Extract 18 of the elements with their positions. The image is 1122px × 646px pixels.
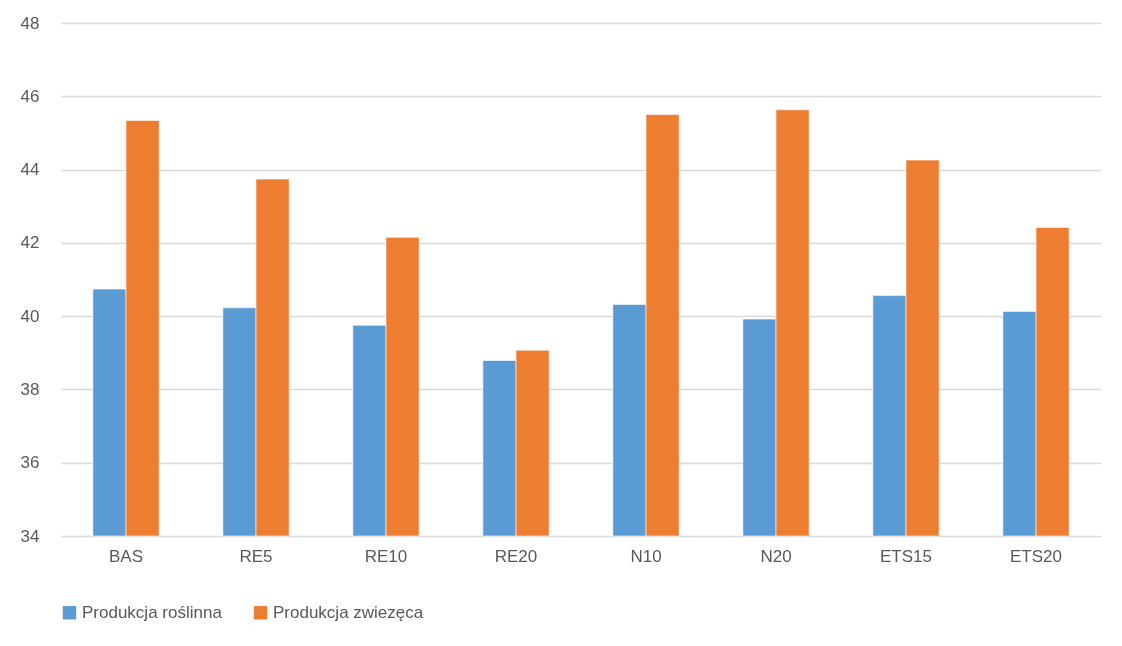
- y-tick-label: 38: [20, 379, 40, 399]
- x-tick-label: RE20: [494, 546, 538, 566]
- legend-label: Produkcja roślinna: [82, 602, 223, 622]
- x-tick-label: N20: [760, 546, 792, 566]
- x-tick-label: ETS15: [880, 546, 932, 566]
- y-tick-label: 42: [20, 233, 40, 253]
- x-tick-label: RE5: [239, 546, 273, 566]
- y-tick-label: 46: [20, 86, 40, 106]
- y-tick-label: 34: [20, 526, 40, 546]
- legend-label: Produkcja zwiezęca: [273, 602, 424, 622]
- x-tick-label: BAS: [108, 546, 144, 566]
- x-tick-label: N10: [630, 546, 662, 566]
- x-tick-label: ETS20: [1010, 546, 1062, 566]
- y-tick-label: 44: [20, 160, 40, 180]
- y-tick-label: 40: [20, 306, 40, 326]
- y-tick-label: 36: [20, 453, 40, 473]
- x-tick-label: RE10: [364, 546, 408, 566]
- y-tick-label: 48: [20, 13, 40, 33]
